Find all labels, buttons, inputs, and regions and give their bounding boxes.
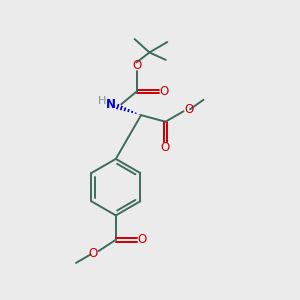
Text: N: N [106,98,116,111]
Text: O: O [184,103,194,116]
Text: O: O [160,85,169,98]
Text: H: H [98,96,106,106]
Text: O: O [132,58,141,72]
Text: O: O [161,141,170,154]
Text: O: O [88,247,98,260]
Text: O: O [137,233,147,246]
